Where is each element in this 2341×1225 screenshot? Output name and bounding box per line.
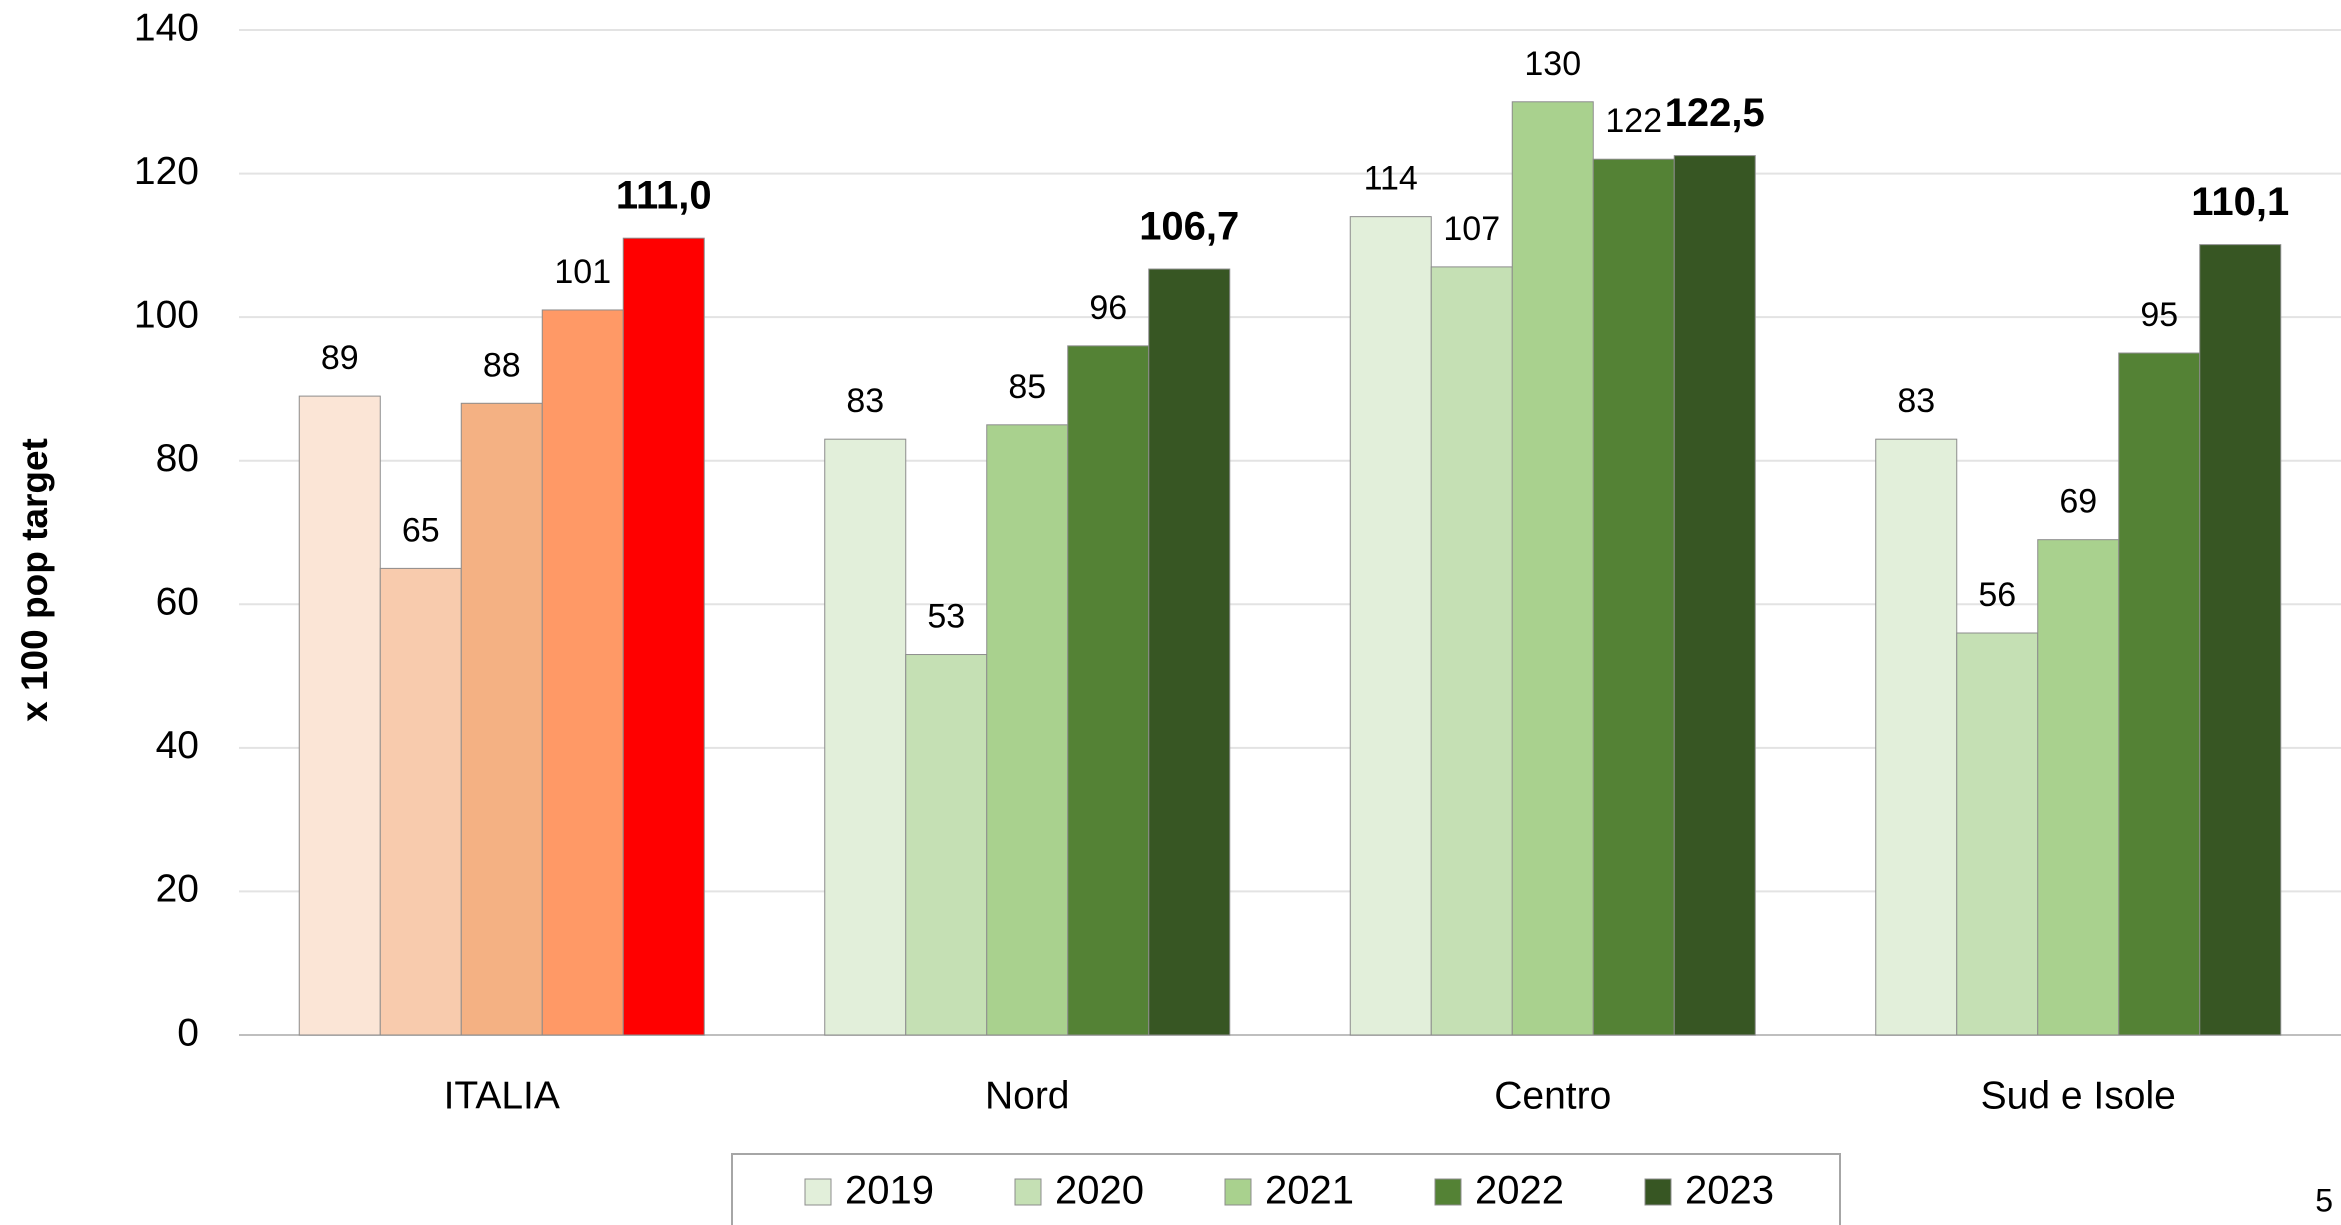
legend-label: 2021 xyxy=(1265,1169,1354,1213)
bar xyxy=(905,654,988,1036)
bar xyxy=(1511,101,1594,1036)
legend-label: 2019 xyxy=(845,1169,934,1213)
data-label: 122 xyxy=(1605,102,1662,140)
data-label: 83 xyxy=(1897,382,1935,420)
y-tick-label: 100 xyxy=(134,293,199,336)
x-tick-label: Nord xyxy=(985,1074,1070,1117)
x-tick-label: ITALIA xyxy=(444,1074,560,1117)
data-label: 89 xyxy=(321,339,359,377)
y-axis-label: x 100 pop target xyxy=(14,438,55,722)
data-label: 53 xyxy=(927,598,965,636)
bar xyxy=(2037,539,2120,1036)
bar xyxy=(1430,266,1513,1036)
data-label: 106,7 xyxy=(1139,205,1239,249)
bar xyxy=(1592,158,1675,1036)
bar xyxy=(622,237,705,1036)
bar xyxy=(1673,155,1756,1036)
bar xyxy=(1875,438,1958,1036)
data-label: 95 xyxy=(2140,296,2178,334)
data-label: 101 xyxy=(554,253,611,291)
y-tick-label: 120 xyxy=(134,150,199,193)
legend-swatch xyxy=(1014,1178,1042,1206)
data-label: 85 xyxy=(1008,368,1046,406)
bar xyxy=(824,438,907,1036)
data-label: 122,5 xyxy=(1665,91,1765,135)
bar xyxy=(2118,352,2201,1036)
data-label: 111,0 xyxy=(616,174,712,218)
bar xyxy=(541,309,624,1036)
bar xyxy=(2199,244,2282,1036)
bar xyxy=(460,402,543,1036)
legend-swatch xyxy=(1224,1178,1252,1206)
y-tick-label: 140 xyxy=(134,6,199,49)
data-label: 83 xyxy=(846,382,884,420)
data-label: 65 xyxy=(402,511,440,549)
legend-swatch xyxy=(804,1178,832,1206)
bar xyxy=(298,395,381,1036)
bar xyxy=(986,424,1069,1036)
data-label: 110,1 xyxy=(2191,180,2289,224)
bar xyxy=(1349,216,1432,1036)
legend-label: 2023 xyxy=(1685,1169,1774,1213)
data-label: 107 xyxy=(1443,210,1500,248)
data-label: 114 xyxy=(1364,160,1418,198)
data-label: 88 xyxy=(483,346,521,384)
x-tick-label: Centro xyxy=(1494,1074,1611,1117)
legend-swatch xyxy=(1644,1178,1672,1206)
page-number: 5 xyxy=(2315,1182,2333,1218)
bar xyxy=(379,567,462,1036)
bar xyxy=(1956,632,2039,1036)
y-tick-label: 40 xyxy=(156,724,199,767)
y-tick-label: 60 xyxy=(156,581,199,624)
data-label: 69 xyxy=(2059,483,2097,521)
y-tick-label: 20 xyxy=(156,868,199,911)
bar xyxy=(1067,345,1150,1036)
x-tick-label: Sud e Isole xyxy=(1981,1074,2176,1117)
legend-label: 2020 xyxy=(1055,1169,1144,1213)
y-tick-label: 80 xyxy=(156,437,199,480)
bar xyxy=(1148,268,1231,1036)
y-tick-label: 0 xyxy=(177,1011,199,1054)
legend-label: 2022 xyxy=(1475,1169,1564,1213)
data-label: 130 xyxy=(1524,45,1581,83)
legend-swatch xyxy=(1434,1178,1462,1206)
data-label: 96 xyxy=(1089,289,1127,327)
data-label: 56 xyxy=(1978,576,2016,614)
